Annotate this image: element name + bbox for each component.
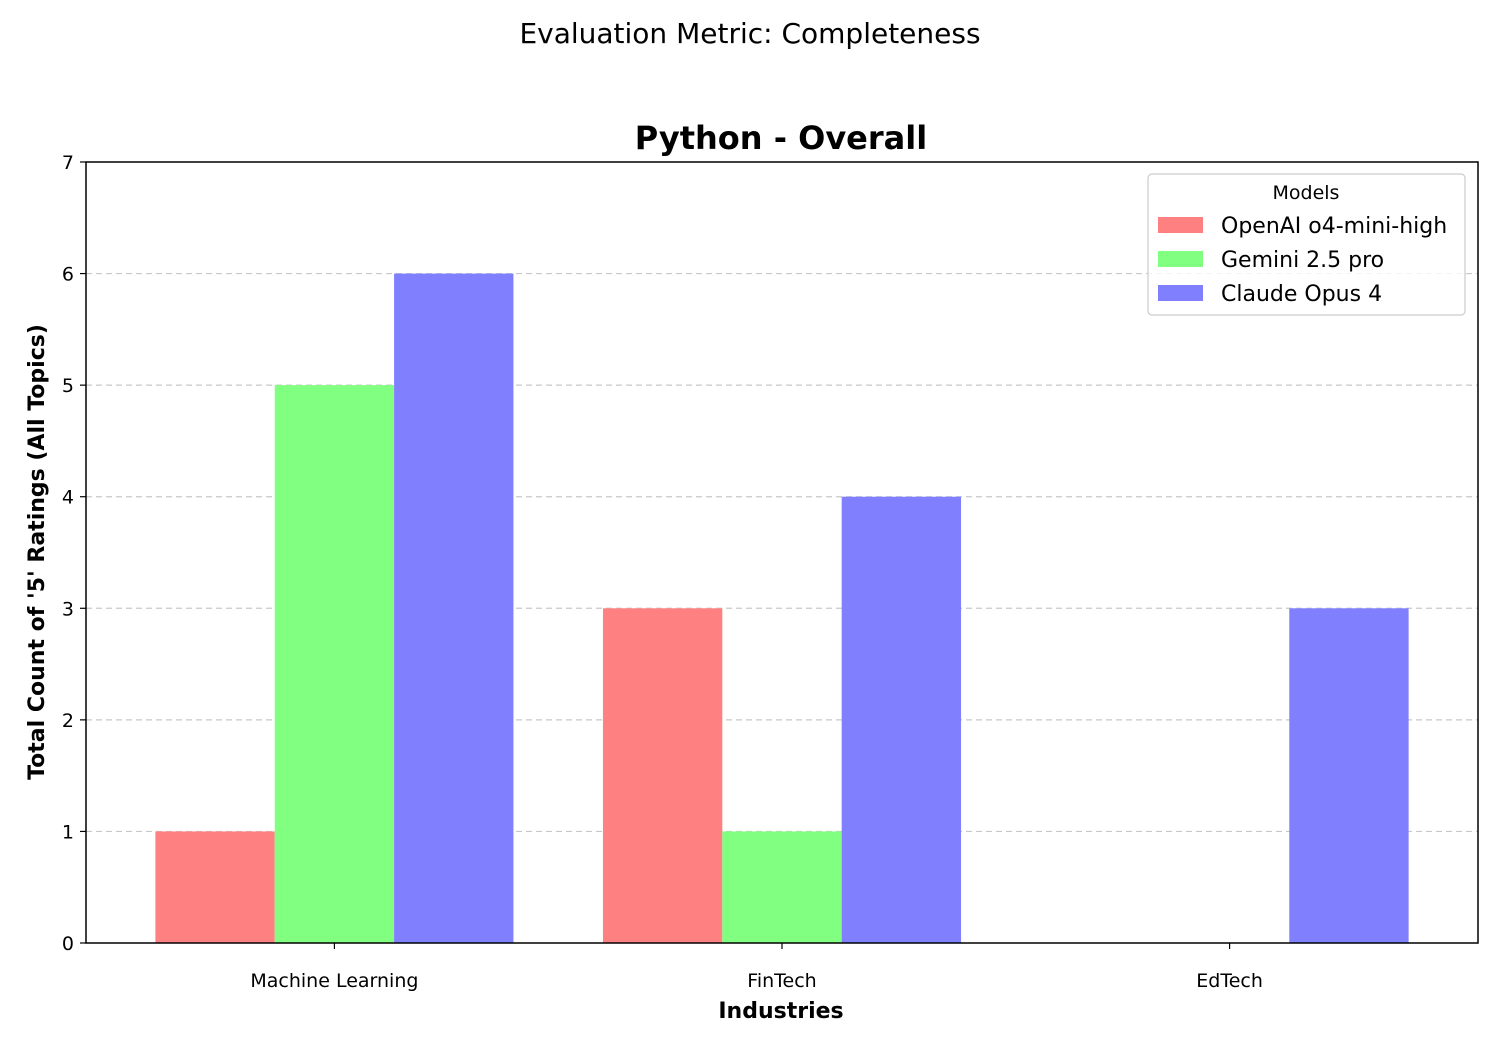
bar [1289, 608, 1409, 943]
legend: Models OpenAI o4-mini-high Gemini 2.5 pro… [1147, 173, 1466, 316]
bar [274, 385, 395, 944]
bar [722, 831, 842, 943]
y-tick-label: 7 [62, 152, 74, 174]
legend-swatch [1158, 217, 1203, 233]
y-tick-label: 6 [62, 264, 74, 286]
bar [841, 496, 962, 943]
y-tick-label: 1 [62, 821, 74, 843]
y-axis-ticks: 0 1 2 3 4 5 6 7 [62, 152, 86, 955]
legend-label: Claude Opus 4 [1221, 282, 1382, 307]
x-tick-label: FinTech [747, 970, 816, 992]
x-tick-label: EdTech [1196, 970, 1263, 992]
legend-box [1147, 173, 1466, 316]
y-tick-label: 3 [62, 598, 74, 620]
chart-title: Python - Overall [635, 119, 927, 157]
legend-entries: OpenAI o4-mini-high Gemini 2.5 pro Claude … [1158, 214, 1447, 307]
legend-label: OpenAI o4-mini-high [1221, 214, 1447, 239]
y-axis-label: Total Count of '5' Ratings (All Topics) [25, 324, 50, 780]
x-tick-label: Machine Learning [250, 970, 418, 992]
x-axis-label: Industries [718, 999, 843, 1024]
bar [155, 831, 275, 943]
bars [155, 273, 1409, 944]
x-axis-ticks: Machine Learning FinTech EdTech [250, 943, 1263, 992]
y-tick-label: 4 [62, 487, 74, 509]
legend-title: Models [1273, 182, 1340, 204]
figure-suptitle: Evaluation Metric: Completeness [519, 17, 980, 50]
legend-label: Gemini 2.5 pro [1221, 248, 1384, 273]
legend-swatch [1158, 285, 1203, 301]
y-tick-label: 5 [62, 375, 74, 397]
bar [602, 608, 723, 943]
y-tick-label: 2 [62, 710, 74, 732]
y-tick-label: 0 [62, 933, 74, 955]
bar [394, 273, 514, 944]
legend-swatch [1158, 251, 1203, 267]
